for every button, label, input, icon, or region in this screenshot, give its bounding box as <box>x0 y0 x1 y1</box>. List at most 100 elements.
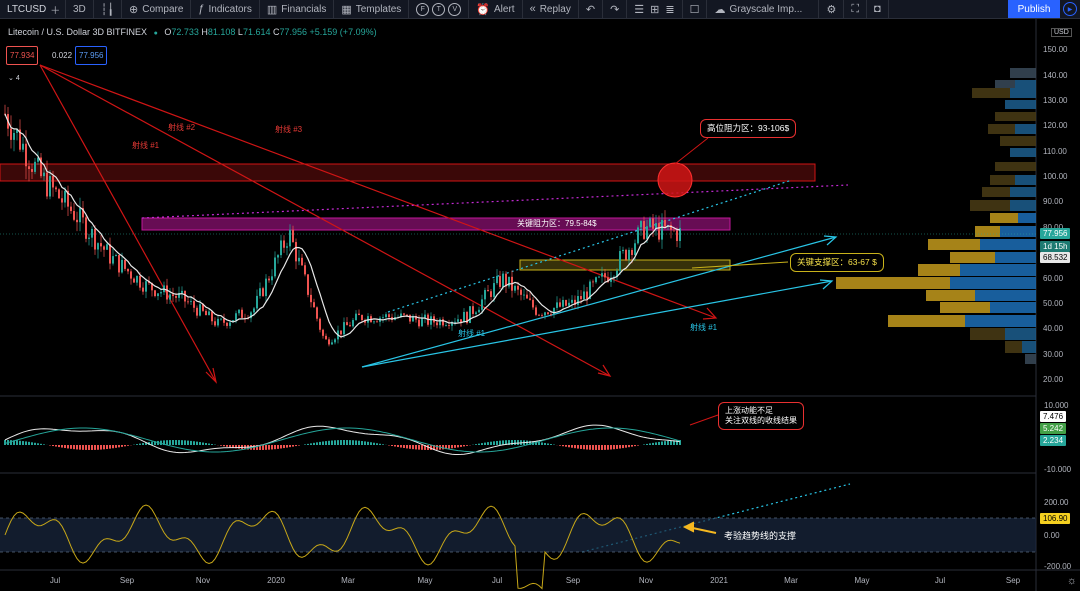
templates-icon: ▦ <box>341 3 352 16</box>
macd-bar <box>361 441 363 445</box>
candle-body <box>526 294 528 299</box>
macd-bar <box>64 445 66 449</box>
candle-body <box>286 246 288 248</box>
fullscreen-button[interactable]: ⛶ <box>844 0 868 18</box>
candle-body <box>625 249 627 260</box>
macd-bar <box>445 445 447 450</box>
candle-body <box>109 244 111 264</box>
right-ray-label: 射线 #1 <box>690 323 718 332</box>
macd-bar <box>100 445 102 450</box>
candle-body <box>274 257 276 277</box>
redo-button[interactable]: ↷ <box>603 0 628 18</box>
macd-bar <box>346 440 348 445</box>
templates-button[interactable]: ▦ Templates <box>334 0 410 18</box>
macd-bar <box>637 445 639 446</box>
macd-bar <box>328 440 330 445</box>
macd-bar <box>373 442 375 445</box>
high-label: H <box>201 27 208 37</box>
macd-bar <box>565 445 567 447</box>
chart-style-button[interactable]: ┆╽ <box>94 0 123 18</box>
settings-button[interactable]: ⚙ <box>819 0 845 18</box>
price-tick: 20.00 <box>1043 375 1064 384</box>
play-button[interactable]: ▶ <box>1060 0 1080 18</box>
cci-line <box>4 504 681 590</box>
macd-bar <box>274 445 276 450</box>
macd-bar <box>199 442 201 445</box>
macd-bar <box>70 445 72 449</box>
price-axis[interactable]: USD 150.00 140.00 130.00 120.00 110.00 100.00… <box>1037 18 1080 570</box>
macd-bar <box>505 440 507 445</box>
candle-body <box>661 219 663 240</box>
macd-tick: 10.000 <box>1044 401 1069 410</box>
candle-body <box>304 265 306 275</box>
macd-bar <box>292 445 294 447</box>
collapse-legend-button[interactable]: ⌄ 4 <box>8 74 20 82</box>
buy-button[interactable]: 77.956 <box>75 46 108 65</box>
snapshot-button[interactable]: ◘ <box>867 0 889 18</box>
candle-body <box>355 313 357 321</box>
interval-button[interactable]: 3D <box>66 0 94 18</box>
v-circle-icon[interactable]: V <box>448 2 462 16</box>
f-circle-icon[interactable]: F <box>416 2 430 16</box>
publish-button[interactable]: Publish <box>1008 0 1060 18</box>
candle-body <box>103 246 105 250</box>
candle-body <box>673 229 675 231</box>
fullscreen-checkbox[interactable]: ☐ <box>683 0 708 18</box>
macd-bar <box>649 443 651 445</box>
macd-bar <box>337 440 339 445</box>
macd-bar <box>457 445 459 448</box>
compare-button[interactable]: ⊕ Compare <box>122 0 192 18</box>
symbol-search[interactable]: LTCUSD ＋ <box>0 0 66 18</box>
macd-bar <box>400 445 402 448</box>
candle-body <box>439 319 441 326</box>
settings-gear-icon[interactable]: ☼ <box>1066 575 1077 587</box>
macd-bar <box>646 443 648 445</box>
alert-button[interactable]: ⏰ Alert <box>469 0 523 18</box>
macd-bar <box>184 440 186 445</box>
candle-body <box>271 276 273 281</box>
candle-body <box>166 285 168 300</box>
legend-title: Litecoin / U.S. Dollar 3D BITFINEX <box>8 27 148 37</box>
macd-bar <box>280 445 282 449</box>
candle-body <box>349 325 351 327</box>
alarm-clock-icon: ⏰ <box>476 3 491 16</box>
candle-body <box>262 288 264 297</box>
candle-body <box>637 227 639 244</box>
bars-icon: ▥ <box>266 3 278 16</box>
candle-body <box>619 251 621 271</box>
macd-bar <box>559 445 561 446</box>
play-icon: ▶ <box>1063 2 1077 16</box>
indicators-button[interactable]: ƒ Indicators <box>191 0 260 18</box>
candle-body <box>121 259 123 273</box>
macd-bar <box>586 445 588 450</box>
macd-bar <box>349 440 351 445</box>
financials-button[interactable]: ▥ Financials <box>260 0 335 18</box>
candle-body <box>559 302 561 307</box>
candlestick-icon: ┆╽ <box>100 3 115 16</box>
candle-body <box>259 288 261 296</box>
candle-body <box>634 243 636 255</box>
macd-bar <box>499 440 501 445</box>
replay-button[interactable]: «Replay <box>523 0 579 18</box>
candle-body <box>577 296 579 305</box>
macd-bar <box>394 445 396 447</box>
plus-icon[interactable]: ＋ <box>50 5 61 17</box>
undo-button[interactable]: ↶ <box>579 0 604 18</box>
candle-body <box>136 275 138 283</box>
macd-bar <box>460 445 462 447</box>
macd-bar <box>673 440 675 445</box>
sell-button[interactable]: 77.934 <box>6 46 39 65</box>
layout-button[interactable]: ☰ ⊞ ≣ <box>627 0 683 18</box>
t-circle-icon[interactable]: T <box>432 2 446 16</box>
candle-body <box>16 129 18 133</box>
currency-label[interactable]: USD <box>1051 28 1072 37</box>
candle-body <box>280 240 282 256</box>
candle-body <box>241 309 243 318</box>
macd-bar <box>538 442 540 445</box>
theme-button[interactable]: ☁ Grayscale Imp... <box>707 0 820 18</box>
candle-body <box>25 143 27 167</box>
candle-body <box>658 223 660 240</box>
layout-grid-icon: ⊞ <box>650 3 660 16</box>
macd-bar <box>109 445 111 449</box>
